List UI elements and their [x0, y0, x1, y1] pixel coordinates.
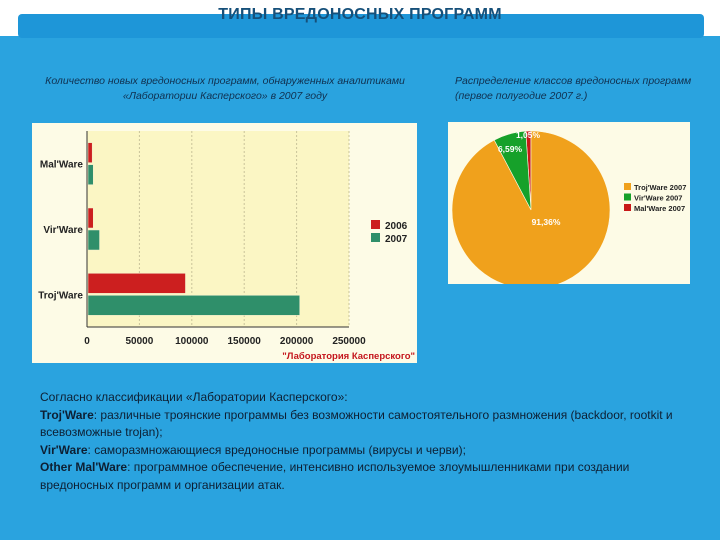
bar-chart: 0 50000 100000 150000 200000 250000 Mal'Ware Vi…: [38, 131, 415, 362]
pie-chart-caption: Распределение классов вредоносных програ…: [455, 75, 692, 102]
plot-area: [87, 131, 349, 327]
body-item-other-malware: Other Mal'Ware: программное обеспечение,…: [40, 459, 680, 494]
pie-chart: 91,36% 6,59% 1,05% Troj'Ware 2007 Vir'Ware 2…: [451, 130, 686, 284]
bar-chart-panel: 0 50000 100000 150000 200000 250000 Mal'Ware Vi…: [32, 123, 417, 363]
body-text: Согласно классификации «Лаборатории Касп…: [40, 389, 680, 494]
legend-label: 2006: [385, 221, 408, 232]
bar-2006: [87, 273, 186, 294]
title-bar: [18, 14, 704, 38]
slice-value-label: 6,59%: [498, 144, 523, 154]
x-tick-label: 150000: [228, 336, 262, 347]
bar-2006: [87, 207, 94, 229]
bar-2006: [87, 142, 93, 163]
desc-trojware: : различные троянские программы без возм…: [40, 407, 673, 440]
slide-title: ТИПЫ ВРЕДОНОСНЫХ ПРОГРАММ: [218, 6, 502, 23]
x-tick-label: 100000: [175, 336, 209, 347]
category-label: Vir'Ware: [43, 225, 83, 236]
x-tick-label: 50000: [125, 336, 153, 347]
pie-chart-panel: 91,36% 6,59% 1,05% Troj'Ware 2007 Vir'Ware 2…: [448, 122, 690, 284]
term-other-malware: Other Mal'Ware: [40, 460, 128, 474]
legend-label: Troj'Ware 2007: [634, 183, 686, 192]
body-item-trojware: Troj'Ware: различные троянские программы…: [40, 407, 680, 442]
legend-swatch: [371, 233, 380, 242]
bar-2007: [87, 295, 300, 316]
legend-swatch: [371, 220, 380, 229]
pie-slice: [451, 130, 611, 284]
slice-value-label: 1,05%: [516, 130, 541, 140]
desc-other-malware: : программное обеспечение, интенсивно ис…: [40, 460, 630, 492]
bar-2007: [87, 164, 94, 185]
category-label: Mal'Ware: [40, 160, 84, 171]
x-tick-label: 250000: [332, 336, 366, 347]
bar-chart-caption: Количество новых вредоносных программ, о…: [45, 75, 405, 102]
legend-swatch: [624, 183, 631, 190]
desc-virware: : саморазмножающиеся вредоносные програм…: [87, 442, 466, 457]
legend-swatch: [624, 204, 631, 211]
term-virware: Vir'Ware: [40, 442, 88, 457]
x-tick-label: 200000: [280, 336, 314, 347]
legend-label: Mal'Ware 2007: [634, 204, 685, 213]
slice-value-label: 91,36%: [532, 217, 561, 227]
source-label: "Лаборатория Касперского": [282, 351, 415, 362]
body-item-virware: Vir'Ware: саморазмножающиеся вредоносные…: [40, 442, 680, 460]
body-intro: Согласно классификации «Лаборатории Касп…: [40, 390, 348, 404]
legend-swatch: [624, 193, 631, 201]
x-tick-label: 0: [84, 336, 90, 347]
legend-label: Vir'Ware 2007: [634, 194, 682, 203]
category-label: Troj'Ware: [38, 290, 83, 301]
bar-2007: [87, 229, 100, 251]
legend-label: 2007: [385, 234, 408, 245]
term-trojware: Troj'Ware: [40, 407, 94, 422]
